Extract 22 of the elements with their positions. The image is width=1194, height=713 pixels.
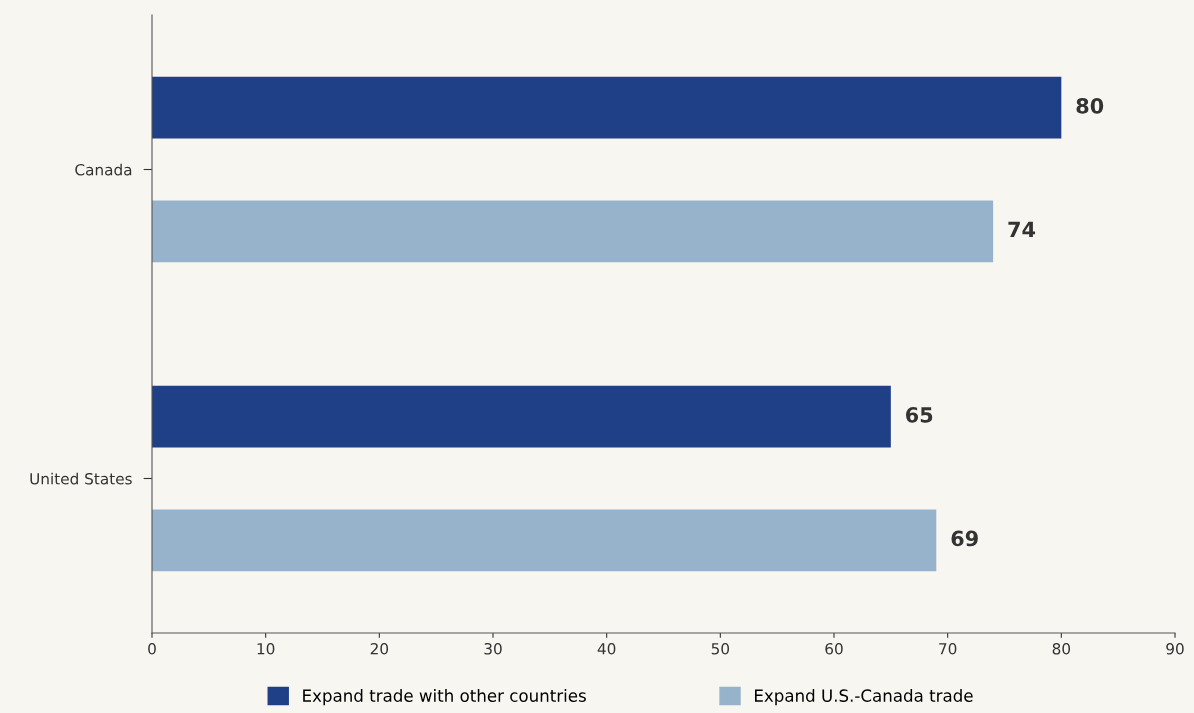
- x-tick-label: 20: [370, 642, 389, 655]
- data-label: 65: [906, 407, 933, 423]
- bar: [152, 200, 994, 263]
- legend-label: Expand U.S.-Canada trade: [755, 689, 973, 706]
- x-tick-label: 50: [711, 642, 730, 655]
- x-tick-label: 30: [484, 642, 502, 655]
- bar: [152, 76, 1062, 139]
- data-label: 74: [1008, 221, 1036, 238]
- x-tick-label: 70: [939, 642, 957, 655]
- x-tick-label: 60: [825, 642, 843, 655]
- x-tick-label: 80: [1052, 642, 1071, 655]
- x-tick-label: 40: [597, 642, 616, 655]
- y-tick-label: Canada: [75, 163, 132, 176]
- x-tick-label: 10: [257, 642, 275, 655]
- legend-label: Expand trade with other countries: [303, 689, 586, 706]
- x-tick-label: 0: [148, 642, 156, 655]
- y-tick-label: United States: [30, 472, 132, 485]
- data-label: 69: [951, 530, 978, 547]
- x-tick-label: 90: [1166, 642, 1184, 655]
- bar: [152, 385, 891, 448]
- data-label: 80: [1076, 97, 1104, 114]
- bar: [152, 509, 937, 572]
